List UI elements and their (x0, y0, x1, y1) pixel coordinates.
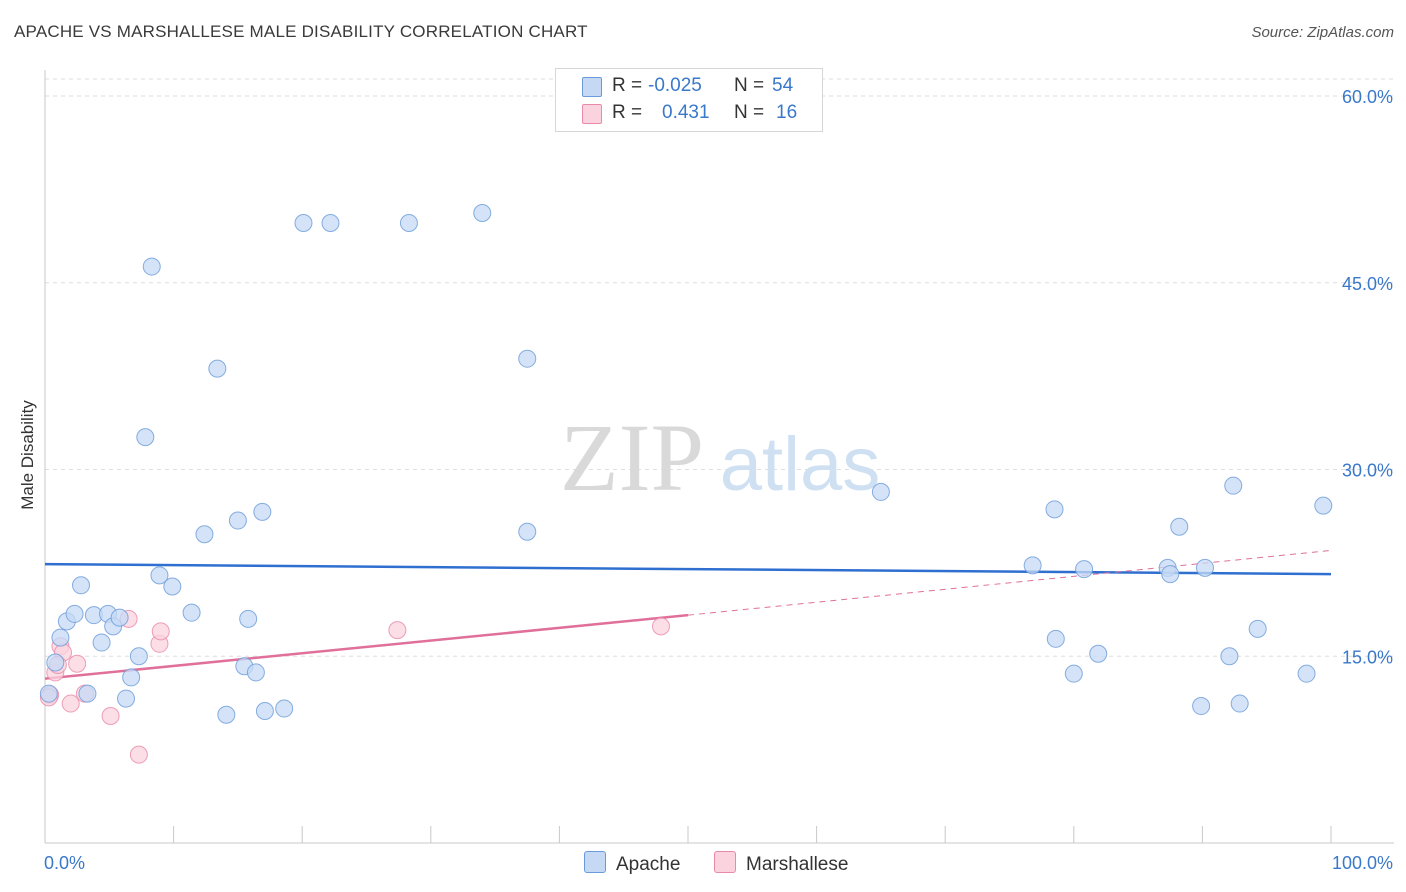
point-apache (1161, 565, 1180, 584)
point-apache (871, 482, 890, 501)
point-apache (1192, 697, 1211, 716)
point-apache (1023, 556, 1042, 575)
point-apache (182, 603, 201, 622)
point-marshallese (388, 621, 407, 640)
point-apache (1230, 694, 1249, 713)
point-apache (253, 502, 272, 521)
legend-item-apache: Apache (584, 851, 680, 876)
point-apache (1046, 629, 1065, 648)
point-apache (208, 359, 227, 378)
point-apache (518, 522, 537, 541)
legend-swatch-marshallese (582, 104, 602, 124)
point-apache (92, 633, 111, 652)
point-apache (1220, 647, 1239, 666)
watermark-atlas: atlas (720, 422, 881, 507)
legend-r-value: -0.025 (648, 75, 702, 96)
legend-n-value: 16 (776, 102, 798, 123)
point-apache (1224, 476, 1243, 495)
point-apache (150, 566, 169, 585)
point-apache (110, 608, 129, 627)
point-apache (1248, 619, 1267, 638)
point-apache (117, 689, 136, 708)
point-apache (1089, 644, 1108, 663)
legend-item-marshallese: Marshallese (714, 851, 848, 876)
legend-swatch-apache (582, 77, 602, 97)
point-apache (129, 647, 148, 666)
point-marshallese (151, 622, 170, 641)
point-apache (1195, 558, 1214, 577)
point-apache (1064, 664, 1083, 683)
legend-n-value: 54 (772, 75, 794, 96)
point-marshallese (61, 694, 80, 713)
point-apache (1297, 664, 1316, 683)
point-apache (163, 577, 182, 596)
legend-label-apache: Apache (616, 854, 681, 875)
point-apache (142, 257, 161, 276)
legend-swatch-apache (584, 851, 606, 873)
point-apache (239, 609, 258, 628)
point-apache (1314, 496, 1333, 515)
watermark-zip: ZIP (560, 404, 704, 511)
data-points (39, 204, 1333, 764)
tick-labels: 15.0% 30.0% 45.0% 60.0% 0.0% 100.0% (44, 87, 1393, 873)
source-label: Source: ZipAtlas.com (1251, 24, 1394, 41)
point-apache (294, 213, 313, 232)
point-apache (1045, 500, 1064, 519)
axes (44, 70, 1394, 844)
x-tick-label: 0.0% (44, 853, 85, 873)
point-apache (72, 576, 91, 595)
point-apache (228, 511, 247, 530)
x-tick-label: 100.0% (1332, 853, 1393, 873)
point-apache (246, 663, 265, 682)
y-tick-label: 30.0% (1342, 461, 1393, 481)
point-apache (46, 653, 65, 672)
point-apache (217, 705, 236, 724)
legend-r-label: R = (612, 102, 643, 123)
point-apache (275, 699, 294, 718)
point-apache (78, 684, 97, 703)
legend-swatch-marshallese (714, 851, 736, 873)
point-apache (1075, 560, 1094, 579)
point-marshallese (129, 745, 148, 764)
legend-r-label: R = (612, 75, 643, 96)
point-apache (122, 668, 141, 687)
legend-label-marshallese: Marshallese (746, 854, 849, 875)
point-apache (255, 702, 274, 721)
chart-title: APACHE VS MARSHALLESE MALE DISABILITY CO… (14, 22, 588, 41)
point-apache (321, 213, 340, 232)
point-marshallese (651, 617, 670, 636)
point-apache (1170, 517, 1189, 536)
point-apache (195, 525, 214, 544)
y-tick-label: 45.0% (1342, 274, 1393, 294)
legend-n-label: N = (734, 75, 765, 96)
y-tick-label: 15.0% (1342, 647, 1393, 667)
trend-line-marshallese (44, 613, 689, 680)
point-apache (136, 428, 155, 447)
point-apache (518, 349, 537, 368)
point-apache (39, 684, 58, 703)
point-apache (51, 628, 70, 647)
point-apache (473, 204, 492, 223)
point-apache (65, 604, 84, 623)
trend-line-marshallese (687, 549, 1332, 616)
point-marshallese (101, 707, 120, 726)
point-apache (399, 213, 418, 232)
correlation-legend: R = -0.025 N = 54 R = 0.431 N = 16 (555, 68, 823, 132)
legend-r-value: 0.431 (662, 102, 710, 123)
trend-line-apache (44, 562, 1332, 576)
legend-n-label: N = (734, 102, 765, 123)
trend-lines (44, 549, 1332, 680)
point-marshallese (68, 654, 87, 673)
y-tick-label: 60.0% (1342, 87, 1393, 107)
watermark: ZIP atlas (560, 404, 880, 511)
